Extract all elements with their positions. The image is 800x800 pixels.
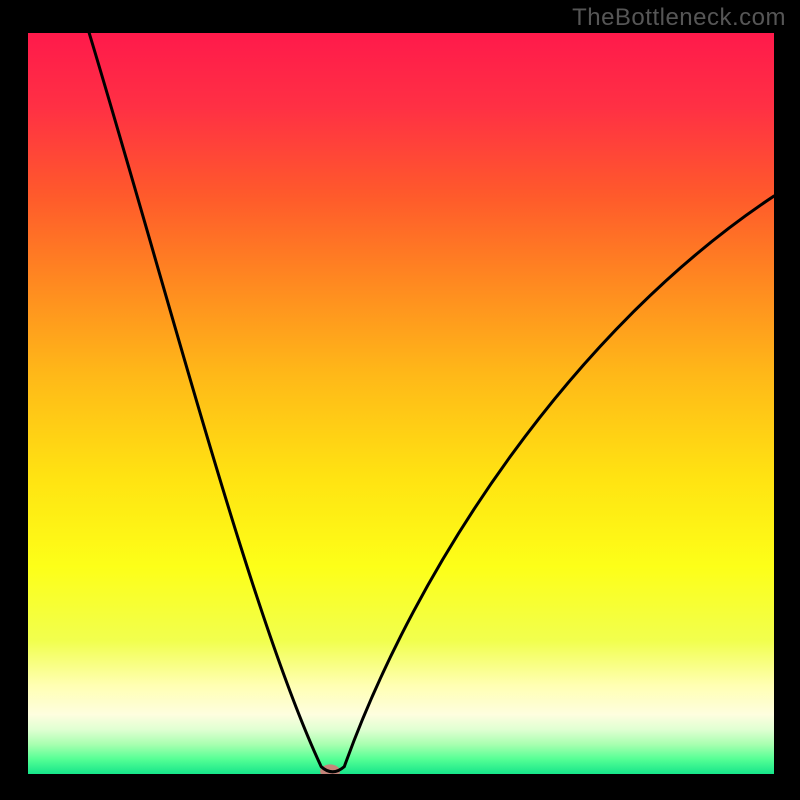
bottleneck-chart — [28, 33, 774, 774]
chart-background — [28, 33, 774, 774]
watermark-text: TheBottleneck.com — [572, 4, 786, 32]
chart-frame: TheBottleneck.com — [0, 0, 800, 800]
